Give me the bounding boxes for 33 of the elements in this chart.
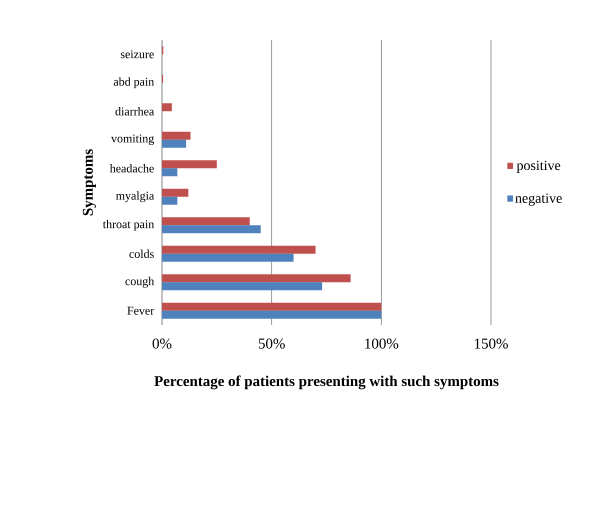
x-tick-label: 100% (365, 338, 398, 349)
bar (162, 302, 382, 311)
y-tick-label: headache (110, 164, 154, 172)
y-tick-label: throat pain (102, 220, 154, 231)
y-tick-label: seizure (120, 50, 154, 58)
y-tick-label: myalgia (116, 191, 154, 202)
x-tick-label: 0% (152, 338, 172, 349)
y-tick-label: Fever (127, 306, 154, 315)
bar (162, 254, 294, 262)
y-tick-label: abd pain (114, 77, 154, 88)
legend-label: positive (516, 160, 560, 173)
bar (162, 246, 316, 254)
legend-label: negative (515, 193, 562, 206)
y-tick-label: cough (125, 276, 154, 288)
y-tick-label: vomiting (111, 134, 154, 145)
bar (162, 274, 351, 282)
bar (162, 217, 250, 226)
y-tick-label: diarrhea (116, 107, 154, 116)
y-tick-label: colds (129, 250, 154, 258)
y-axis-title: Symptoms (82, 149, 96, 216)
bar (162, 188, 188, 197)
bar (162, 225, 261, 234)
bar (162, 103, 172, 112)
bar (162, 310, 382, 319)
bar (162, 168, 178, 176)
x-tick-label: 150% (474, 338, 508, 349)
x-axis-title: Percentage of patients presenting with such symptoms (154, 376, 499, 390)
bar (162, 140, 186, 148)
bar (162, 160, 217, 168)
bar (162, 282, 322, 290)
x-tick-label: 50% (258, 338, 285, 349)
bar (162, 196, 178, 205)
bar (162, 132, 191, 140)
